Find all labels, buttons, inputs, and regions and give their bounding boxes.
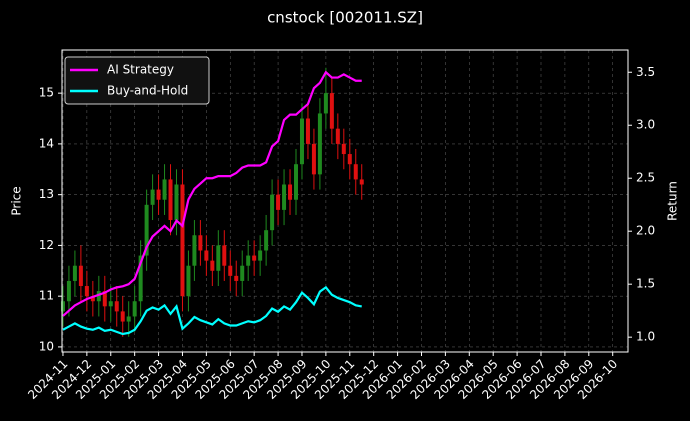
- candle-body: [156, 189, 161, 200]
- legend-label: AI Strategy: [107, 63, 174, 77]
- candle-body: [126, 316, 131, 322]
- chart-title: cnstock [002011.SZ]: [267, 9, 423, 27]
- y-tick-label: 10: [39, 339, 54, 353]
- legend-box: [64, 56, 210, 105]
- candle-body: [144, 204, 149, 256]
- candle-body: [180, 184, 185, 297]
- candle-body: [311, 143, 316, 175]
- candle-body: [78, 265, 83, 287]
- y2-tick-label: 2.5: [636, 171, 655, 185]
- y-tick-label: 13: [39, 187, 54, 201]
- y-tick-label: 12: [39, 238, 54, 252]
- candle-body: [150, 189, 155, 205]
- candle-body: [96, 291, 101, 302]
- candle-body: [270, 194, 275, 231]
- candle-body: [329, 93, 334, 129]
- candle-body: [138, 255, 143, 302]
- candle-body: [192, 235, 197, 266]
- plot-frame: [61, 49, 629, 353]
- candle-body: [264, 230, 269, 251]
- line-series: [62, 285, 362, 336]
- y-axis-label: Price: [10, 186, 24, 215]
- legend: AI Strategy Buy-and-Hold: [64, 56, 210, 105]
- candle-body: [204, 250, 209, 261]
- candle-body: [216, 245, 221, 271]
- candle-body: [198, 235, 203, 251]
- candle-body: [174, 184, 179, 221]
- candle-body: [114, 301, 119, 312]
- candle-body: [246, 255, 251, 266]
- candle-body: [317, 113, 322, 175]
- candle-body: [288, 184, 293, 200]
- legend-label: Buy-and-Hold: [107, 84, 188, 98]
- y2-axis-label: Return: [666, 181, 680, 221]
- candle-body: [294, 164, 299, 200]
- y2-tick-label: 3.0: [636, 118, 655, 132]
- candle-body: [252, 255, 257, 261]
- candle-body: [305, 118, 310, 144]
- candle-body: [66, 280, 71, 302]
- candle-body: [228, 265, 233, 276]
- candle-body: [60, 301, 65, 312]
- candle-body: [120, 311, 125, 322]
- y2-tick-label: 1.0: [636, 330, 655, 344]
- y2-tick-label: 2.0: [636, 224, 655, 238]
- candle-body: [234, 275, 239, 281]
- candle-body: [168, 179, 173, 221]
- y-tick-label: 11: [39, 289, 54, 303]
- candle-body: [132, 301, 137, 317]
- y-tick-label: 14: [39, 136, 54, 150]
- candle-body: [102, 291, 107, 307]
- candle-body: [359, 179, 364, 185]
- candle-body: [210, 260, 215, 271]
- candle-body: [222, 245, 227, 266]
- candle-body: [276, 194, 281, 210]
- candle-body: [84, 286, 89, 297]
- plot-area: 1011121314151.01.52.02.53.03.52024-11202…: [25, 50, 655, 402]
- candle-body: [186, 265, 191, 297]
- candle-body: [335, 128, 340, 144]
- candle-body: [108, 301, 113, 307]
- candle-body: [90, 296, 95, 302]
- y-tick-label: 15: [39, 86, 54, 100]
- candle-body: [240, 265, 245, 281]
- candle-body: [299, 118, 304, 165]
- line-series: [62, 70, 362, 317]
- y2-tick-label: 3.5: [636, 65, 655, 79]
- candle-body: [347, 154, 352, 165]
- candle-body: [258, 250, 263, 261]
- candle-body: [162, 179, 167, 200]
- candle-body: [282, 184, 287, 210]
- candle-body: [72, 265, 77, 281]
- candle-body: [323, 93, 328, 114]
- candle-body: [341, 143, 346, 155]
- candle-body: [353, 164, 358, 180]
- y2-tick-label: 1.5: [636, 277, 655, 291]
